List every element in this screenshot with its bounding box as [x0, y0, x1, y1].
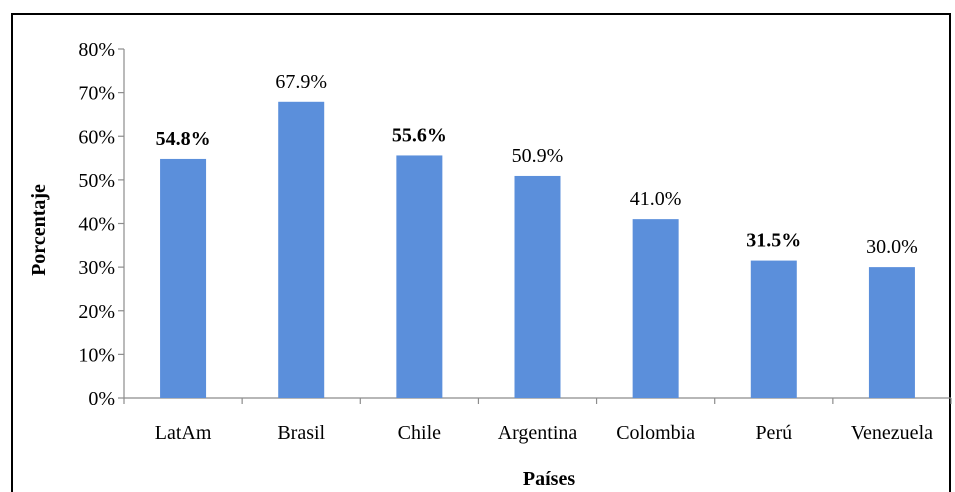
data-label: 55.6% [392, 124, 447, 146]
bars [160, 101, 915, 398]
data-label: 30.0% [866, 236, 918, 258]
category-label: Colombia [616, 422, 695, 444]
y-tick-label: 30% [78, 257, 115, 279]
data-label: 54.8% [156, 128, 211, 150]
y-tick-label: 0% [88, 388, 115, 410]
category-label: Chile [398, 422, 441, 444]
data-label: 31.5% [746, 230, 801, 252]
y-tick-label: 60% [78, 126, 115, 148]
data-labels: 54.8% 67.9% 55.6% 50.9% 41.0% 31.5% 30.0% [156, 71, 918, 258]
category-label: Perú [755, 422, 792, 444]
data-label: 41.0% [630, 188, 682, 210]
y-axis-ticks: 0% 10% 20% 30% 40% 50% 60% 70% 80% [78, 39, 124, 410]
y-tick-label: 40% [78, 214, 115, 236]
data-label: 50.9% [512, 145, 564, 167]
y-tick-label: 10% [78, 344, 115, 366]
bar [632, 219, 679, 398]
y-tick-label: 50% [78, 170, 115, 192]
category-labels: LatAm Brasil Chile Argentina Colombia Perú Ven… [155, 422, 933, 444]
category-label: Venezuela [851, 422, 933, 444]
category-label: LatAm [155, 422, 212, 444]
y-tick-label: 20% [78, 301, 115, 323]
data-label: 67.9% [275, 71, 327, 93]
bar [278, 101, 325, 398]
category-label: Argentina [498, 422, 578, 444]
bar [396, 155, 443, 398]
bar [514, 175, 561, 398]
bar [750, 260, 797, 398]
category-label: Brasil [277, 422, 325, 444]
x-axis-title: Países [523, 468, 575, 490]
y-tick-label: 80% [78, 39, 115, 61]
bar [160, 158, 207, 398]
bar [868, 267, 915, 398]
y-tick-label: 70% [78, 83, 115, 105]
y-axis-title: Porcentaje [28, 184, 50, 276]
